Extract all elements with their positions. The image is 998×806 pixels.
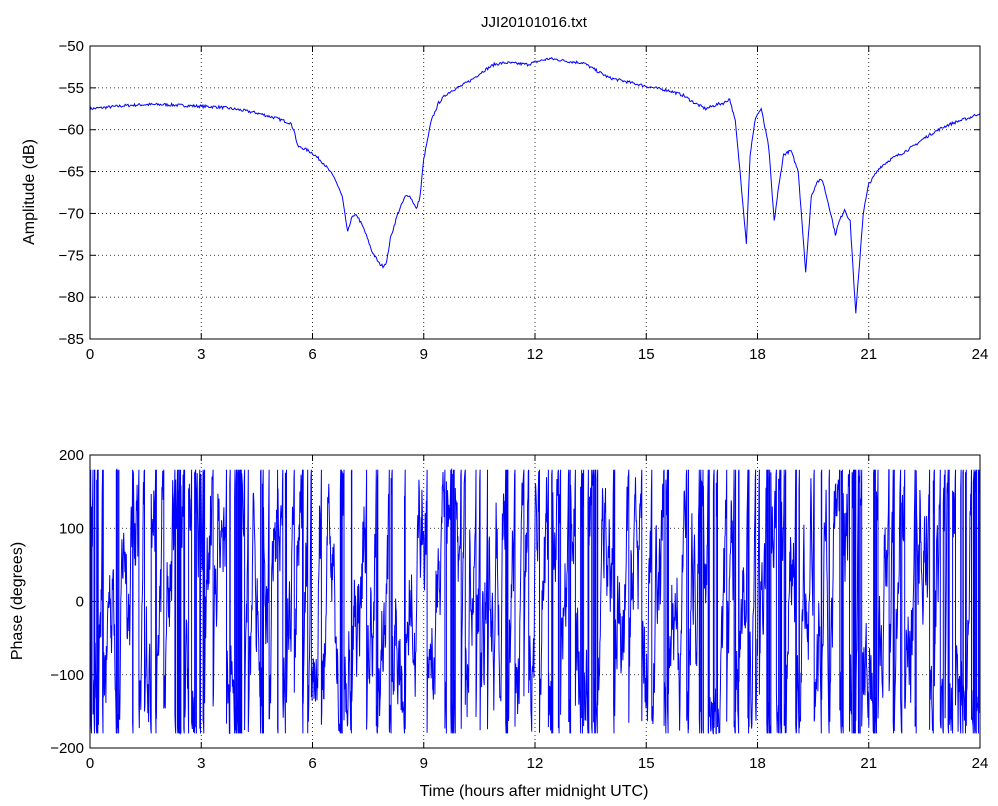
amplitude-ticks (89, 45, 981, 340)
x-tick-label: 0 (86, 346, 94, 363)
y-tick-label: −75 (59, 247, 84, 264)
x-tick-label: 3 (197, 755, 205, 772)
amplitude-x-tick-labels: 0 3 6 9 12 15 18 21 24 (86, 346, 989, 363)
y-tick-label: −50 (59, 38, 84, 55)
y-tick-label: −100 (50, 667, 84, 684)
y-tick-label: 0 (76, 594, 84, 611)
x-tick-label: 6 (308, 755, 316, 772)
phase-plot-frame (89, 454, 981, 749)
y-tick-label: −70 (59, 205, 84, 222)
amplitude-series-line (89, 56, 981, 314)
x-tick-label: 24 (972, 755, 989, 772)
amplitude-plot-frame (89, 45, 981, 340)
x-tick-label: 15 (638, 346, 655, 363)
x-tick-label: 21 (860, 755, 877, 772)
x-tick-label: 18 (749, 755, 766, 772)
y-tick-label: −65 (59, 164, 84, 181)
x-tick-label: 18 (749, 346, 766, 363)
phase-y-tick-labels: 200 100 0 −100 −200 (50, 447, 84, 757)
phase-y-axis-title: Phase (degrees) (9, 542, 26, 660)
x-tick-label: 0 (86, 755, 94, 772)
amplitude-y-tick-labels: −50 −55 −60 −65 −70 −75 −80 −85 (59, 38, 84, 348)
x-tick-label: 12 (527, 346, 544, 363)
phase-x-axis-title: Time (hours after midnight UTC) (420, 783, 649, 800)
x-tick-label: 6 (308, 346, 316, 363)
y-tick-label: 100 (59, 520, 84, 537)
y-tick-label: −85 (59, 331, 84, 348)
y-tick-label: −60 (59, 122, 84, 139)
y-tick-label: −55 (59, 80, 84, 97)
chart-title: JJI20101016.txt (481, 14, 588, 31)
amplitude-y-axis-title: Amplitude (dB) (21, 139, 38, 245)
x-tick-label: 3 (197, 346, 205, 363)
x-tick-label: 9 (420, 755, 428, 772)
x-tick-label: 21 (860, 346, 877, 363)
phase-series-line (89, 467, 981, 735)
x-tick-label: 9 (420, 346, 428, 363)
y-tick-label: −80 (59, 289, 84, 306)
x-tick-label: 15 (638, 755, 655, 772)
x-tick-label: 24 (972, 346, 989, 363)
phase-x-tick-labels: 0 3 6 9 12 15 18 21 24 (86, 755, 989, 772)
y-tick-label: −200 (50, 740, 84, 757)
amplitude-gridlines (90, 46, 980, 339)
x-tick-label: 12 (527, 755, 544, 772)
y-tick-label: 200 (59, 447, 84, 464)
